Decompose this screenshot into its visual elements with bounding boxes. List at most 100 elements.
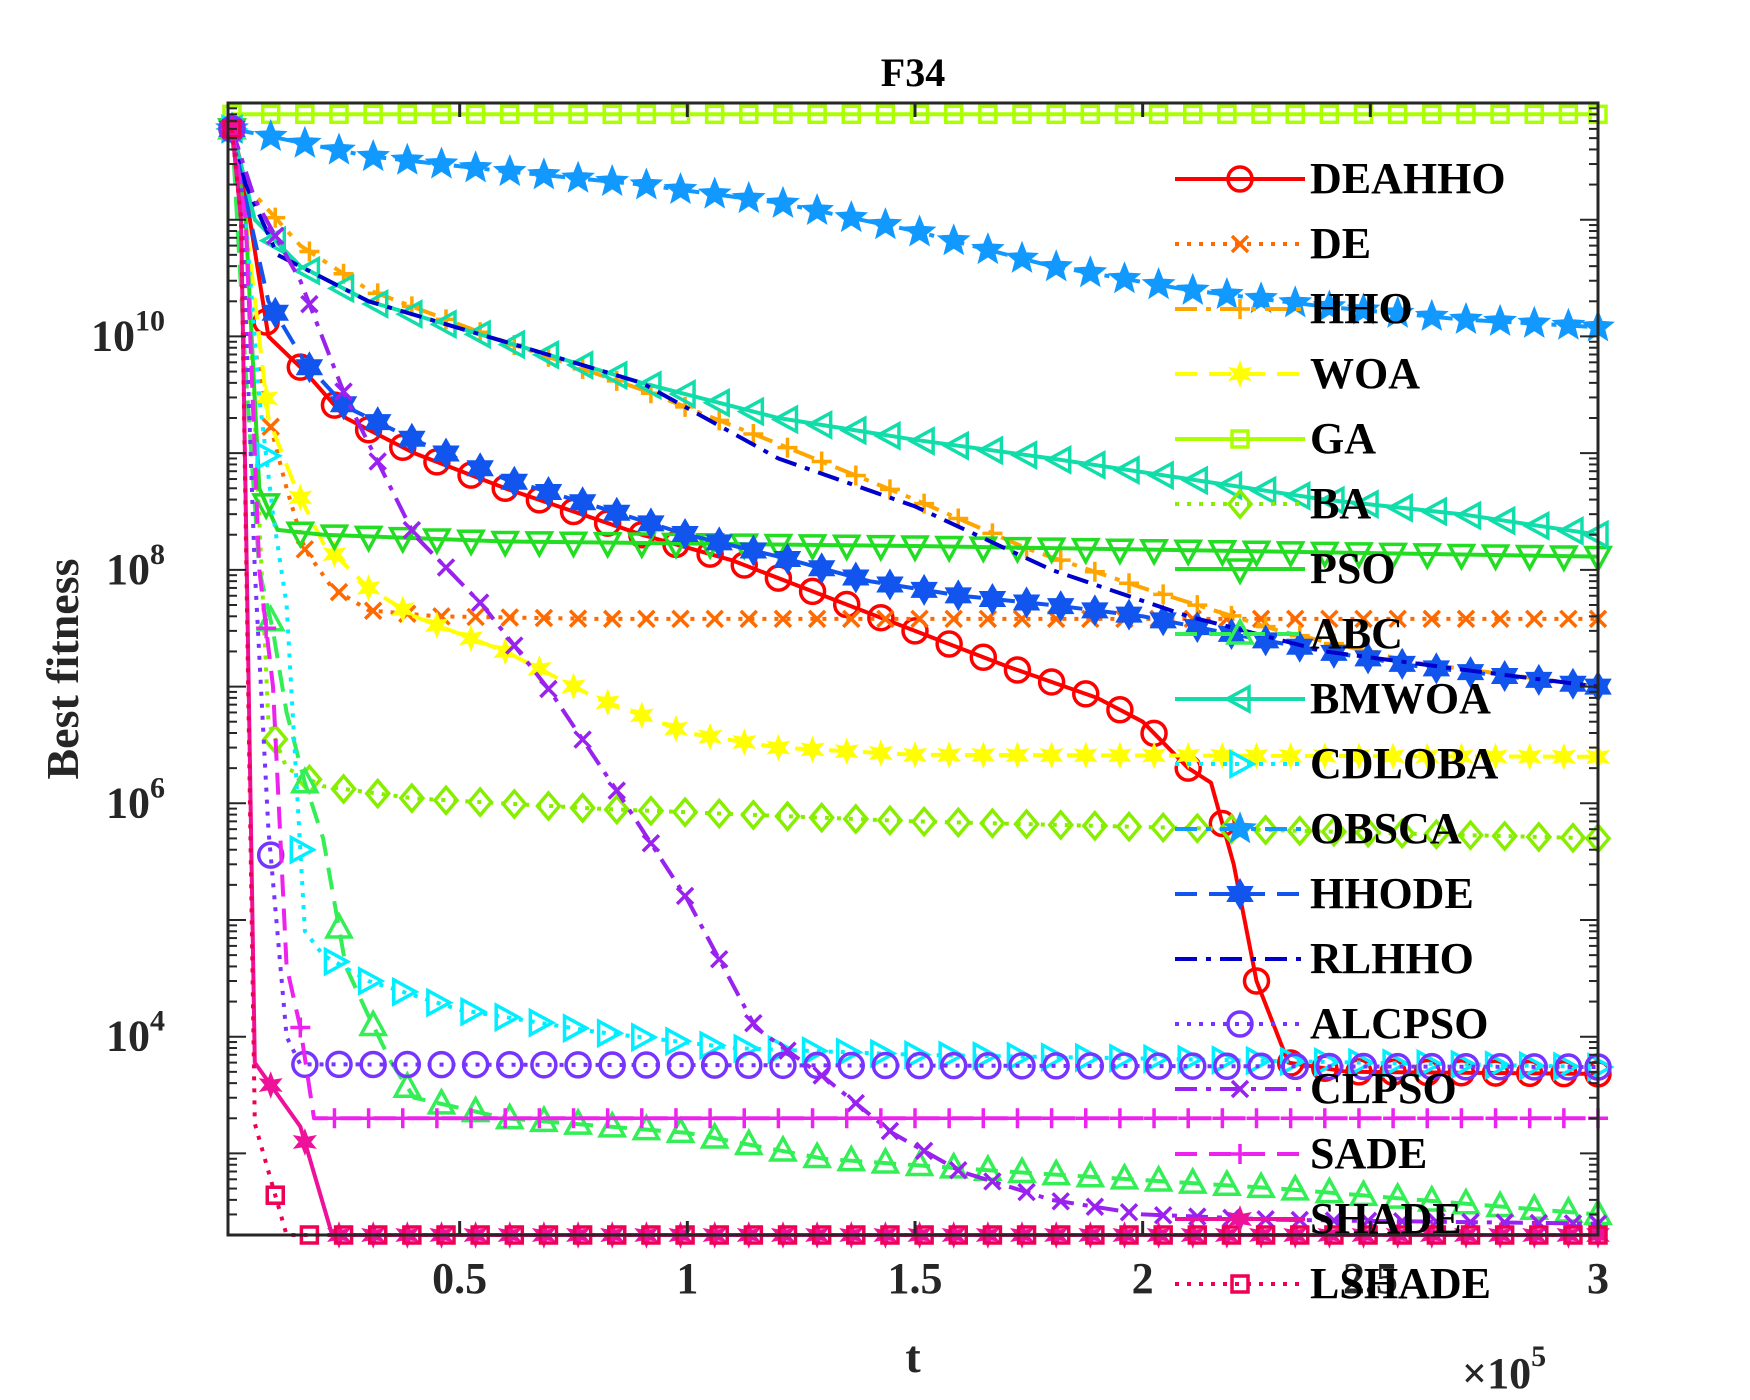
marker-de bbox=[773, 609, 793, 629]
marker-abc bbox=[802, 1140, 833, 1169]
marker-hho bbox=[1153, 584, 1174, 605]
marker-cdloba bbox=[460, 996, 488, 1027]
marker-alcpso bbox=[1213, 1052, 1241, 1080]
marker-cdloba bbox=[392, 976, 420, 1007]
marker-abc bbox=[1314, 1175, 1345, 1204]
marker-ga bbox=[1422, 104, 1442, 125]
legend-marker-de bbox=[1230, 234, 1250, 254]
marker-abc bbox=[1177, 1166, 1208, 1194]
marker-pso bbox=[763, 533, 794, 562]
legend-label-pso: PSO bbox=[1310, 544, 1396, 593]
marker-clpso bbox=[470, 593, 490, 612]
marker-woa bbox=[1381, 742, 1406, 771]
marker-hho bbox=[1119, 573, 1140, 594]
marker-sade bbox=[768, 1108, 789, 1129]
marker-clpso bbox=[744, 1013, 763, 1033]
marker-ga bbox=[465, 104, 486, 125]
marker-obsca bbox=[1039, 249, 1073, 282]
marker-obsca bbox=[1005, 240, 1039, 273]
marker-ba bbox=[501, 788, 528, 820]
marker-ga bbox=[978, 104, 998, 125]
x-multiplier-exp: 5 bbox=[1531, 1340, 1546, 1373]
marker-pso bbox=[251, 493, 282, 521]
marker-cdloba bbox=[494, 1002, 522, 1033]
ticks-layer: 0.5 1 1.5 2 2.5 3 104 106 108 1010 bbox=[91, 102, 1609, 1303]
marker-ba bbox=[1081, 810, 1109, 842]
marker-clpso bbox=[641, 833, 661, 853]
marker-de bbox=[500, 608, 519, 627]
marker-obsca bbox=[1312, 289, 1347, 322]
marker-abc bbox=[904, 1148, 935, 1177]
marker-bmwoa bbox=[1112, 455, 1140, 486]
marker-ga bbox=[602, 104, 622, 125]
marker-ba bbox=[466, 786, 494, 818]
marker-ga bbox=[568, 104, 588, 125]
marker-de bbox=[1354, 609, 1373, 629]
marker-clpso bbox=[1119, 1203, 1139, 1222]
marker-alcpso bbox=[1281, 1052, 1309, 1081]
marker-alcpso bbox=[1042, 1052, 1070, 1080]
marker-ga bbox=[1558, 104, 1579, 125]
marker-de bbox=[1559, 609, 1578, 629]
legend-item-ba: BA bbox=[1175, 479, 1371, 528]
marker-obsca bbox=[424, 146, 459, 179]
marker-obsca bbox=[1517, 305, 1552, 338]
marker-sade bbox=[870, 1108, 891, 1129]
marker-pso bbox=[1480, 544, 1511, 572]
marker-obsca bbox=[1483, 303, 1518, 336]
marker-ga bbox=[1524, 104, 1545, 125]
marker-pso bbox=[1378, 542, 1409, 571]
marker-alcpso bbox=[1418, 1052, 1446, 1081]
marker-woa bbox=[1039, 741, 1064, 770]
marker-cdloba bbox=[323, 946, 352, 977]
marker-bmwoa bbox=[1317, 485, 1345, 516]
marker-bmwoa bbox=[600, 360, 628, 391]
legend-marker-ba bbox=[1226, 488, 1254, 520]
marker-woa bbox=[937, 741, 962, 769]
marker-woa bbox=[254, 384, 279, 413]
marker-alcpso bbox=[666, 1051, 695, 1079]
marker-obsca bbox=[526, 157, 561, 190]
marker-de bbox=[1320, 609, 1339, 629]
marker-deahho bbox=[935, 630, 963, 658]
marker-abc bbox=[699, 1121, 730, 1149]
marker-bmwoa bbox=[1146, 460, 1174, 491]
legend-item-ga: GA bbox=[1175, 414, 1376, 463]
marker-bmwoa bbox=[668, 379, 696, 409]
marker-de bbox=[602, 609, 622, 629]
marker-alcpso bbox=[939, 1051, 968, 1080]
marker-ba bbox=[808, 801, 835, 834]
marker-cdloba bbox=[1416, 1048, 1444, 1079]
marker-abc bbox=[1280, 1173, 1311, 1201]
marker-hhode bbox=[398, 430, 426, 455]
marker-abc bbox=[836, 1144, 867, 1172]
marker-de bbox=[944, 609, 963, 629]
marker-sade bbox=[563, 1108, 584, 1129]
marker-sade bbox=[290, 1017, 311, 1038]
legend-marker-hho bbox=[1230, 299, 1250, 319]
marker-de bbox=[329, 582, 349, 602]
marker-hhode bbox=[568, 494, 597, 519]
marker-pso bbox=[1070, 537, 1101, 566]
marker-hhode bbox=[773, 551, 802, 576]
marker-sade bbox=[1383, 1108, 1404, 1129]
marker-deahho bbox=[901, 617, 929, 645]
marker-cdloba bbox=[1587, 1052, 1615, 1082]
marker-alcpso bbox=[1486, 1053, 1514, 1081]
marker-woa bbox=[1005, 741, 1030, 769]
legend-label-deahho: DEAHHO bbox=[1310, 154, 1506, 203]
marker-deahho bbox=[1242, 967, 1271, 995]
marker-bmwoa bbox=[702, 387, 730, 418]
marker-de bbox=[1388, 609, 1407, 629]
marker-bmwoa bbox=[873, 420, 901, 451]
marker-bmwoa bbox=[463, 319, 491, 350]
marker-abc bbox=[1143, 1164, 1174, 1192]
marker-ba bbox=[1184, 812, 1211, 844]
marker-clpso bbox=[1051, 1192, 1070, 1211]
marker-ga bbox=[1251, 104, 1271, 125]
marker-ga bbox=[704, 104, 725, 125]
marker-shade bbox=[258, 1071, 283, 1099]
x-tick-label: 1.5 bbox=[888, 1254, 943, 1303]
marker-alcpso bbox=[974, 1051, 1002, 1080]
marker-woa bbox=[459, 624, 484, 653]
